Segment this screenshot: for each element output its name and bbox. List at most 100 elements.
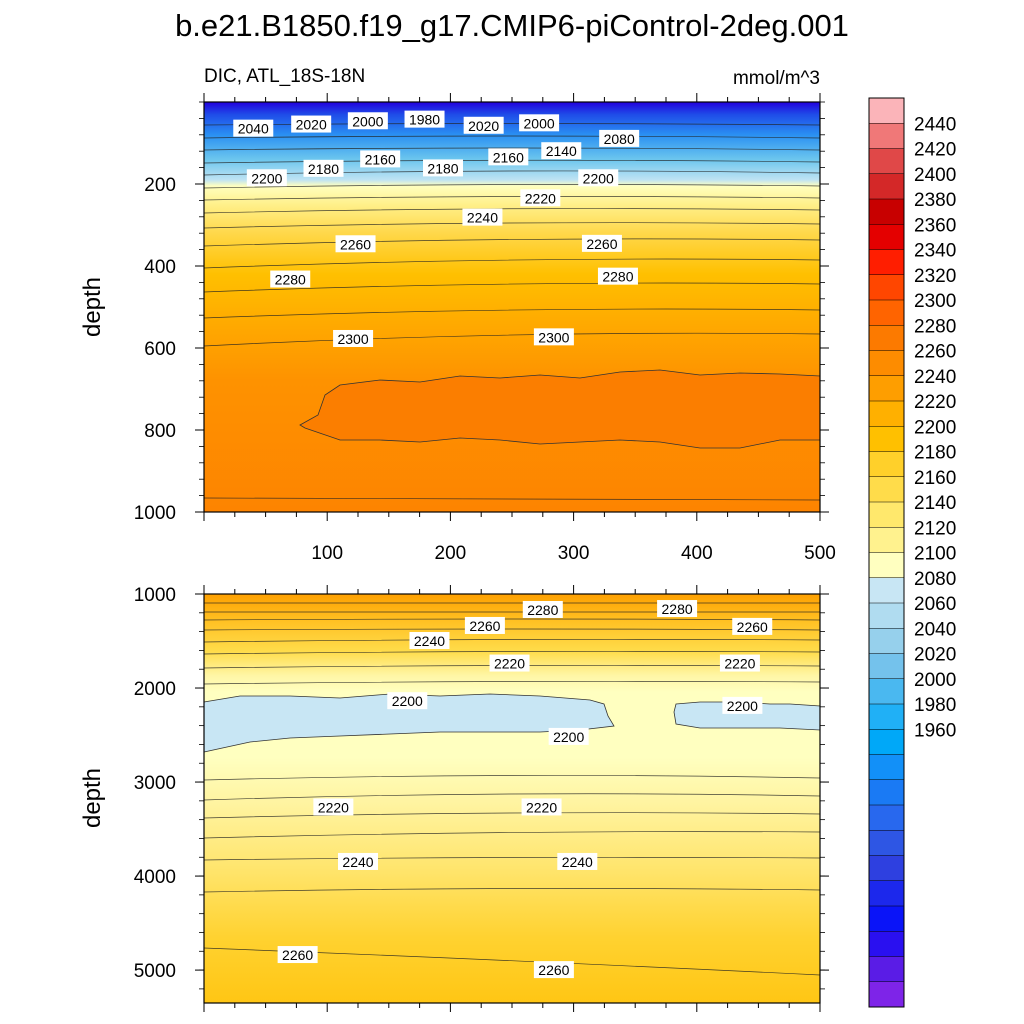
lower-ytick-label: 4000 <box>134 867 176 888</box>
svg-text:2240: 2240 <box>414 633 445 649</box>
lower-contour-label: 2200 <box>548 727 589 745</box>
svg-text:2020: 2020 <box>468 118 499 134</box>
svg-text:2240: 2240 <box>562 854 593 870</box>
colorbar-label: 1980 <box>914 695 956 716</box>
svg-text:2220: 2220 <box>724 656 755 672</box>
svg-text:2000: 2000 <box>524 115 555 131</box>
colorbar-swatch <box>869 123 904 149</box>
colorbar-swatch <box>869 325 904 351</box>
upper-xtick-label: 100 <box>311 543 343 564</box>
svg-text:2260: 2260 <box>469 618 500 634</box>
svg-text:2180: 2180 <box>427 160 458 176</box>
svg-text:2220: 2220 <box>526 799 557 815</box>
svg-text:2260: 2260 <box>538 962 569 978</box>
lower-contour-label: 2280 <box>522 600 563 618</box>
colorbar-swatch <box>869 754 904 781</box>
colorbar-swatch <box>869 628 904 654</box>
svg-text:2080: 2080 <box>604 131 635 147</box>
colorbar-label: 2320 <box>914 266 956 287</box>
colorbar-swatch <box>869 502 904 528</box>
colorbar-swatch <box>869 274 904 301</box>
upper-contour-label: 2160 <box>360 150 401 168</box>
upper-xtick-label: 500 <box>804 543 836 564</box>
svg-text:2140: 2140 <box>546 143 577 159</box>
lower-ylabel: depth <box>79 768 106 828</box>
lower-contour-label: 2220 <box>521 798 562 816</box>
svg-text:2200: 2200 <box>553 729 584 745</box>
lower-contour-label: 2200 <box>387 692 428 710</box>
svg-text:2300: 2300 <box>337 331 368 347</box>
colorbar-swatch <box>869 224 904 250</box>
lower-contour-label: 2240 <box>338 852 378 870</box>
colorbar-label: 2420 <box>914 140 956 161</box>
colorbar-swatch <box>869 300 904 326</box>
svg-text:2220: 2220 <box>494 656 525 672</box>
colorbar-swatch <box>869 173 904 200</box>
colorbar-swatch <box>869 527 904 553</box>
svg-text:2280: 2280 <box>602 269 633 285</box>
svg-text:2000: 2000 <box>352 113 383 129</box>
lower-contour-label: 2260 <box>277 946 318 964</box>
svg-text:2160: 2160 <box>493 149 524 165</box>
lower-contour-label: 2260 <box>533 961 574 979</box>
svg-text:2040: 2040 <box>238 121 269 137</box>
colorbar-swatch <box>869 906 904 932</box>
lower-contour-lines <box>203 602 821 976</box>
svg-text:2200: 2200 <box>583 170 614 186</box>
upper-ytick-label: 200 <box>144 175 176 196</box>
upper-contour-label: 2260 <box>581 234 622 252</box>
upper-contour-label: 2140 <box>541 142 582 160</box>
lower-ytick-label: 2000 <box>134 679 176 700</box>
lower-contour-labels: 2280 2280 2260 2260 2240 2220 2220 2200 2200 2200… <box>277 600 773 979</box>
colorbar-swatch <box>869 779 904 806</box>
lower-contour-label: 2200 <box>722 696 763 714</box>
upper-contour-label: 2020 <box>463 116 504 134</box>
svg-text:2220: 2220 <box>525 190 556 206</box>
upper-ylabel: depth <box>79 277 106 337</box>
lower-contour-label: 2260 <box>464 616 505 634</box>
svg-text:2260: 2260 <box>282 947 313 963</box>
colorbar-swatch <box>869 956 904 983</box>
colorbar-label: 2020 <box>914 645 956 666</box>
colorbar-swatch <box>869 199 904 225</box>
colorbar-swatch <box>869 729 904 755</box>
colorbar-label: 2120 <box>914 518 956 539</box>
colorbar-swatch <box>869 552 904 579</box>
colorbar-swatch <box>869 855 904 882</box>
lower-ytick-label: 3000 <box>134 773 176 794</box>
colorbar-label: 2260 <box>914 342 956 363</box>
colorbar-swatch <box>869 577 904 604</box>
upper-ytick-label: 400 <box>144 257 176 278</box>
colorbar-label: 2180 <box>914 443 956 464</box>
lower-ytick-label: 5000 <box>134 961 176 982</box>
variable-region-label: DIC, ATL_18S-18N <box>204 66 365 87</box>
upper-contour-label: 2080 <box>599 129 640 147</box>
colorbar-label: 2340 <box>914 241 956 262</box>
colorbar-label: 2360 <box>914 215 956 236</box>
lower-panel: 2280 2280 2260 2260 2240 2220 2220 2200 2200 2200… <box>79 585 829 1012</box>
colorbar-label: 2040 <box>914 619 956 640</box>
svg-text:2240: 2240 <box>342 854 373 870</box>
lower-blue-lens-left <box>203 693 615 753</box>
upper-contour-label: 1980 <box>404 110 445 128</box>
colorbar-swatch <box>869 880 904 907</box>
upper-ytick-label: 600 <box>144 339 176 360</box>
upper-axis-ticks: 200 400 600 800 1000 100 200 300 400 500 <box>134 93 836 564</box>
lower-ytick-label: 1000 <box>134 585 176 606</box>
colorbar-label: 2240 <box>914 367 956 388</box>
upper-contour-label: 2000 <box>347 112 388 130</box>
svg-text:2280: 2280 <box>527 602 558 618</box>
colorbar-swatch <box>869 98 904 124</box>
upper-contour-labels: 2040 2020 2000 1980 2020 2000 2080 2140 2160 2160… <box>233 110 640 347</box>
upper-contour-label: 2180 <box>423 159 464 177</box>
colorbar: 2440 2420 2400 2380 2360 2340 2320 2300 2280 2260… <box>868 97 956 1008</box>
colorbar-label: 2080 <box>914 569 956 590</box>
colorbar-swatch <box>869 805 904 831</box>
upper-contour-label: 2180 <box>303 159 344 177</box>
colorbar-label: 2060 <box>914 594 956 615</box>
units-label: mmol/m^3 <box>733 68 820 89</box>
upper-max-core <box>299 369 821 449</box>
colorbar-label: 1960 <box>914 720 956 741</box>
svg-text:2160: 2160 <box>365 151 396 167</box>
